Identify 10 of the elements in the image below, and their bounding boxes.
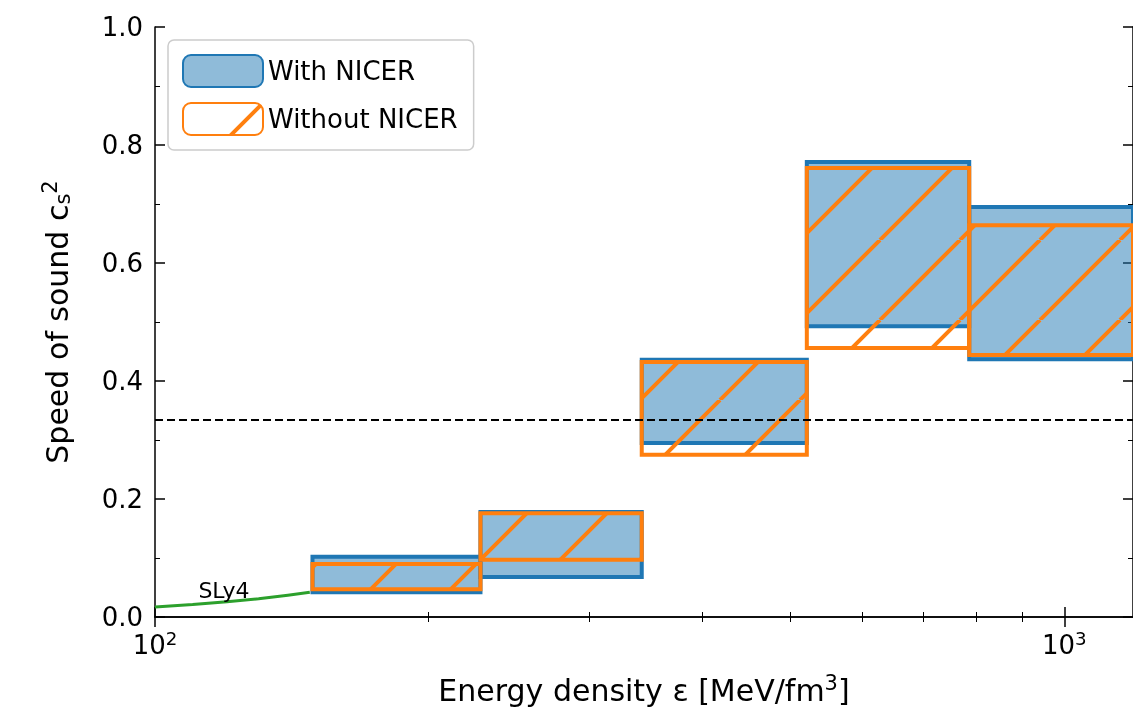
- y-tick-label: 0.8: [101, 130, 143, 160]
- y-tick-label: 0.4: [101, 366, 143, 396]
- legend-label: With NICER: [268, 56, 416, 86]
- legend-label: Without NICER: [268, 104, 458, 134]
- annotation: SLy4: [198, 577, 250, 603]
- y-tick-label: 0.6: [101, 248, 143, 278]
- y-axis-title: Speed of sound cs2: [37, 180, 75, 464]
- y-tick-label: 0.2: [101, 484, 143, 514]
- y-tick-label: 1.0: [101, 12, 143, 42]
- y-tick-label: 0.0: [101, 602, 143, 632]
